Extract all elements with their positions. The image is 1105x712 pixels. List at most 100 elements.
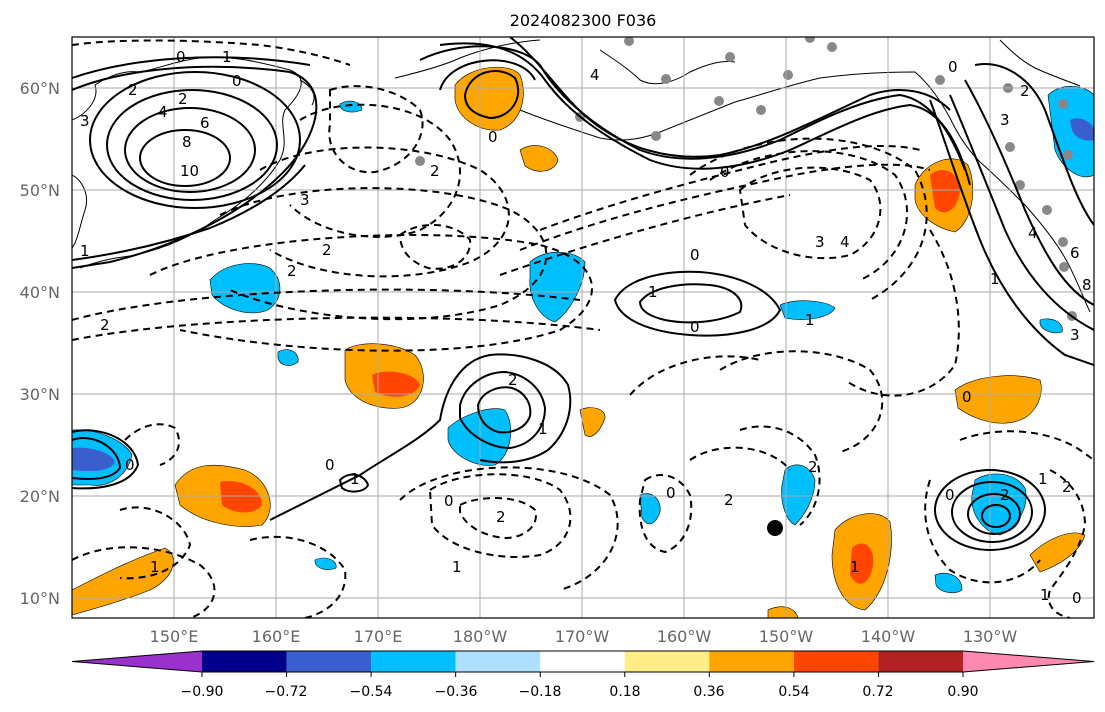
contour-label: 0 bbox=[444, 492, 454, 510]
colorbar-segment bbox=[72, 651, 202, 672]
negative-anomaly-region bbox=[639, 493, 661, 525]
contour-label: 0 bbox=[948, 58, 958, 76]
negative-anomaly-region bbox=[277, 349, 299, 366]
contour-label: 0 bbox=[690, 246, 700, 264]
contour-line bbox=[738, 166, 882, 260]
contour-line bbox=[124, 107, 256, 193]
lat-label: 40°N bbox=[20, 283, 60, 302]
contour-label: 1 bbox=[648, 283, 658, 301]
lat-label: 60°N bbox=[20, 79, 60, 98]
contour-label: 0 bbox=[720, 163, 730, 181]
lat-label: 10°N bbox=[20, 589, 60, 608]
positive-anomaly-region bbox=[1029, 532, 1086, 573]
lon-label: 130°W bbox=[963, 627, 1018, 646]
contour-label: 2 bbox=[322, 241, 332, 259]
colorbar-segment bbox=[202, 651, 287, 672]
contour-line bbox=[139, 129, 231, 187]
contour-line bbox=[459, 497, 537, 540]
contour-label: 0 bbox=[232, 72, 242, 90]
contour-label: 1 bbox=[350, 470, 360, 488]
contour-label: 0 bbox=[176, 48, 186, 66]
contour-label: 4 bbox=[1028, 224, 1038, 242]
lon-label: 150°W bbox=[759, 627, 814, 646]
station-dot bbox=[827, 42, 837, 52]
contour-line bbox=[106, 89, 278, 201]
contour-line bbox=[629, 355, 761, 396]
contour-line bbox=[72, 546, 216, 618]
map-panel: 0 1 0 2 4 2 3 6 8 10 3 2 2 1 2 0 4 2 0 3 bbox=[71, 36, 1095, 619]
colorbar-segment bbox=[455, 651, 541, 672]
contour-line bbox=[149, 234, 593, 352]
contour-line bbox=[638, 474, 693, 554]
colorbar-tick-label: 0.36 bbox=[693, 684, 724, 700]
contour-line bbox=[72, 39, 351, 66]
negative-contours bbox=[72, 39, 1094, 618]
colorbar-segment bbox=[878, 651, 963, 672]
station-dot bbox=[935, 75, 945, 85]
contour-label: 1 bbox=[222, 48, 232, 66]
negative-anomaly-region bbox=[781, 464, 816, 526]
contour-label: 2 bbox=[724, 491, 734, 509]
contour-label: 1 bbox=[850, 558, 860, 576]
negative-anomaly-region bbox=[779, 300, 836, 320]
contour-line bbox=[289, 103, 461, 238]
lat-label: 50°N bbox=[20, 181, 60, 200]
lon-label: 160°E bbox=[252, 627, 301, 646]
contour-label: 6 bbox=[1070, 244, 1080, 262]
contour-line bbox=[399, 466, 619, 591]
station-dot bbox=[725, 52, 735, 62]
negative-anomaly-region bbox=[1070, 118, 1094, 141]
colorbar-segment bbox=[963, 651, 1094, 672]
contour-label: 1 bbox=[805, 311, 815, 329]
contour-line bbox=[1047, 469, 1087, 618]
colorbar-segment bbox=[709, 651, 794, 672]
contour-label: 0 bbox=[488, 128, 498, 146]
colorbar-tick-label: 0.90 bbox=[947, 684, 978, 700]
contour-label: 3 bbox=[80, 112, 90, 130]
shaded-field bbox=[72, 66, 1094, 618]
lon-label: 170°E bbox=[354, 627, 403, 646]
contour-line bbox=[428, 473, 572, 558]
station-dot bbox=[651, 131, 661, 141]
negative-anomaly-region bbox=[934, 572, 963, 594]
positive-anomaly-region bbox=[850, 543, 874, 584]
contour-line bbox=[981, 504, 1011, 528]
contour-label: 4 bbox=[158, 103, 168, 121]
map-frame bbox=[71, 36, 1095, 619]
contour-label: 0 bbox=[325, 456, 335, 474]
contour-line bbox=[949, 94, 1094, 331]
contour-line bbox=[964, 79, 1094, 306]
contour-line bbox=[119, 506, 192, 580]
station-dot bbox=[1058, 99, 1068, 109]
positive-contours bbox=[72, 37, 1094, 551]
contour-label: 0 bbox=[125, 456, 135, 474]
contour-line bbox=[338, 473, 370, 493]
longitude-axis: 150°E 160°E 170°E 180°W 170°W 160°W 150°… bbox=[150, 627, 1018, 646]
contour-line bbox=[72, 437, 122, 480]
contour-line bbox=[463, 70, 520, 120]
positive-anomaly-region bbox=[519, 145, 559, 172]
contour-label: 3 bbox=[1070, 326, 1080, 344]
colorbar-segment bbox=[793, 651, 879, 672]
contour-label: 3 bbox=[1000, 111, 1010, 129]
positive-anomaly-region bbox=[579, 407, 606, 437]
station-dot bbox=[1005, 142, 1015, 152]
contour-line bbox=[844, 229, 960, 397]
contour-line bbox=[72, 429, 140, 490]
contour-label: 2 bbox=[287, 262, 297, 280]
station-dot bbox=[1042, 205, 1052, 215]
contour-label: 2 bbox=[1020, 82, 1030, 100]
negative-anomaly-region bbox=[72, 447, 115, 472]
colorbar-segments bbox=[71, 650, 1095, 677]
contour-label: 2 bbox=[430, 162, 440, 180]
contour-line bbox=[398, 224, 472, 270]
contour-line bbox=[72, 288, 581, 321]
contour-line bbox=[72, 56, 311, 79]
contour-label: 8 bbox=[1082, 276, 1092, 294]
lon-label: 170°W bbox=[555, 627, 610, 646]
contour-line bbox=[934, 469, 1046, 551]
colorbar-tick-label: −0.72 bbox=[265, 684, 308, 700]
station-dot bbox=[1059, 262, 1069, 272]
station-markers bbox=[415, 37, 1077, 321]
